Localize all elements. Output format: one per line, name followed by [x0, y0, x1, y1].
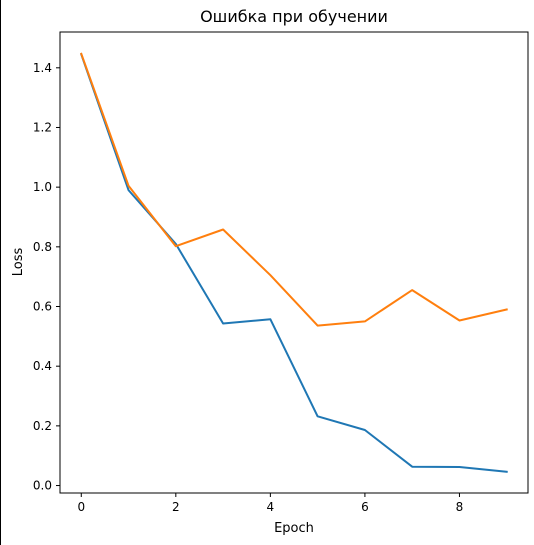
y-axis-label: Loss [11, 248, 26, 277]
y-tick-label-6: 1.2 [33, 120, 52, 134]
x-tick-label-4: 4 [267, 500, 275, 514]
series-line-2 [80, 52, 508, 327]
y-tick-label-1: 0.2 [33, 419, 52, 433]
x-tick-label-6: 6 [361, 500, 369, 514]
x-tick-label-0: 0 [77, 500, 85, 514]
y-tick-label-5: 1.0 [33, 180, 52, 194]
y-tick-label-2: 0.4 [33, 359, 52, 373]
y-tick-label-3: 0.6 [33, 300, 52, 314]
y-tick-label-4: 0.8 [33, 240, 52, 254]
y-tick-label-0: 0.0 [33, 479, 52, 493]
axes-frame [59, 31, 529, 494]
y-tick-label-7: 1.4 [33, 61, 52, 75]
x-tick-label-8: 8 [456, 500, 464, 514]
x-tick-label-2: 2 [172, 500, 180, 514]
chart-title: Ошибка при обучении [200, 7, 388, 26]
plot-area: 0 2 4 6 8 0.0 0.2 0.4 0.6 0.8 1.0 1.2 1.4 [33, 31, 529, 514]
x-axis-label: Epoch [274, 521, 314, 536]
